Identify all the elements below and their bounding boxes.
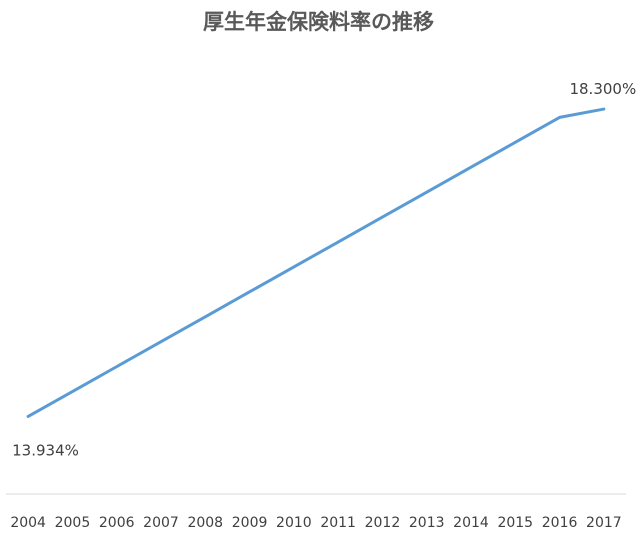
data-label: 18.300% (569, 80, 636, 98)
series-line (26, 107, 606, 418)
x-tick-label: 2006 (99, 515, 135, 531)
chart-title: 厚生年金保険料率の推移 (203, 10, 434, 34)
data-label: 13.934% (12, 441, 79, 459)
x-tick-label: 2004 (10, 515, 46, 531)
x-tick-label: 2008 (187, 515, 223, 531)
x-tick-label: 2015 (497, 515, 533, 531)
x-tick-label: 2007 (143, 515, 179, 531)
x-tick-label: 2009 (232, 515, 268, 531)
x-tick-label: 2010 (276, 515, 312, 531)
x-tick-label: 2014 (453, 515, 489, 531)
x-tick-label: 2013 (409, 515, 445, 531)
x-tick-label: 2012 (365, 515, 401, 531)
x-tick-label: 2017 (586, 515, 622, 531)
x-tick-label: 2011 (320, 515, 356, 531)
x-tick-label: 2016 (542, 515, 578, 531)
x-tick-label: 2005 (55, 515, 91, 531)
